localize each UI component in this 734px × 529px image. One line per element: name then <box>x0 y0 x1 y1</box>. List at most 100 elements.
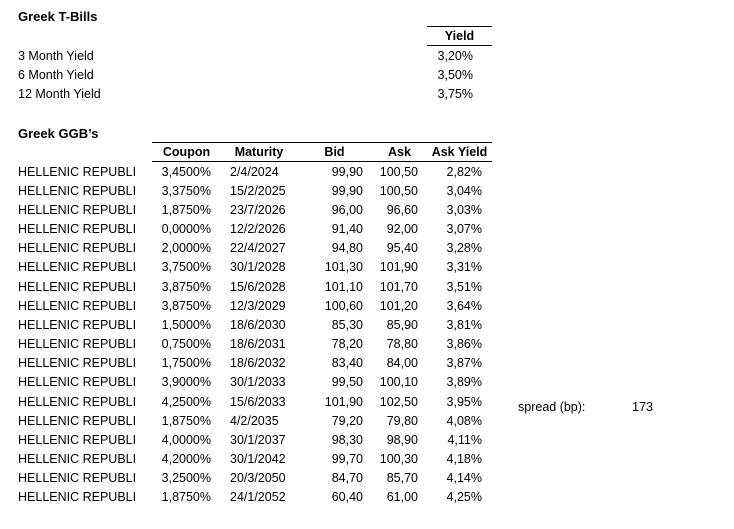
ggb-bid-price: 60,40 <box>331 490 363 505</box>
tbills-yield-column-header: Yield <box>427 26 492 46</box>
tbill-tenor-label: 12 Month Yield <box>18 87 101 102</box>
ggb-ask-yield-value: 4,25% <box>446 490 482 505</box>
tbill-row: 3 Month Yield 3,20% <box>0 47 492 66</box>
ggb-ask-price: 101,20 <box>379 298 418 313</box>
ggb-ask-price: 100,10 <box>379 375 418 390</box>
ggb-ask-price: 101,70 <box>379 279 418 294</box>
ggb-ask-price: 92,00 <box>386 222 418 237</box>
ggb-issuer-name: HELLENIC REPUBLI <box>18 164 137 179</box>
ggb-coupon-value: 4,2500% <box>161 394 211 409</box>
ggb-maturity-date: 12/3/2029 <box>230 298 286 313</box>
ggb-issuer-name: HELLENIC REPUBLI <box>18 356 137 371</box>
ggb-coupon-value: 0,0000% <box>161 222 211 237</box>
ggb-ask-yield-value: 3,89% <box>446 375 482 390</box>
tbill-row: 12 Month Yield 3,75% <box>0 85 492 104</box>
ggb-bid-price: 85,30 <box>331 317 363 332</box>
ggb-coupon-value: 2,0000% <box>161 241 211 256</box>
ggb-issuer-name: HELLENIC REPUBLI <box>18 279 137 294</box>
ggb-issuer-name: HELLENIC REPUBLI <box>18 202 137 217</box>
ggb-coupon-value: 3,3750% <box>161 183 211 198</box>
ggb-coupon-value: 4,2000% <box>161 452 211 466</box>
ggb-ask-price: 85,90 <box>386 317 418 332</box>
tbills-section-title: Greek T-Bills <box>18 9 98 24</box>
ggb-issuer-name: HELLENIC REPUBLI <box>18 394 137 409</box>
ggb-coupon-value: 3,2500% <box>161 471 211 486</box>
tbill-yield-value: 3,75% <box>437 87 473 102</box>
ggb-maturity-date: 18/6/2031 <box>230 337 286 352</box>
ggb-ask-yield-value: 3,28% <box>446 241 482 256</box>
ggb-ask-price: 102,50 <box>379 394 418 409</box>
ggb-ask-yield-value: 3,04% <box>446 183 482 198</box>
ggb-section-title: Greek GGB’s <box>18 126 99 141</box>
ggb-ask-price: 100,50 <box>379 183 418 198</box>
tbill-tenor-label: 6 Month Yield <box>18 68 94 83</box>
tbills-rows: 3 Month Yield 3,20% 6 Month Yield 3,50% … <box>0 47 492 104</box>
ggb-coupon-value: 3,8750% <box>161 279 211 294</box>
ggb-maturity-date: 23/7/2026 <box>230 202 286 217</box>
ggb-maturity-date: 4/2/2035 <box>230 413 279 428</box>
ggb-ask-price: 101,90 <box>379 260 418 275</box>
ggb-ask-yield-value: 3,95% <box>446 394 482 409</box>
ggb-issuer-name: HELLENIC REPUBLI <box>18 260 137 275</box>
ggb-coupon-value: 1,8750% <box>161 202 211 217</box>
ggb-coupon-value: 1,8750% <box>161 490 211 505</box>
ggb-bid-price: 99,90 <box>331 164 363 179</box>
ggb-bid-price: 94,80 <box>331 241 363 256</box>
ggb-maturity-date: 15/6/2033 <box>230 394 286 409</box>
ggb-ask-price: 100,30 <box>379 452 418 466</box>
ggb-ask-yield-value: 3,31% <box>446 260 482 275</box>
spread-annotation: spread (bp): 173 <box>0 397 734 416</box>
ggb-maturity-date: 24/1/2052 <box>230 490 286 505</box>
spread-label: spread (bp): <box>518 399 586 414</box>
ggb-issuer-name: HELLENIC REPUBLI <box>18 471 137 486</box>
ggb-maturity-date: 18/6/2032 <box>230 356 286 371</box>
ggb-coupon-value: 1,8750% <box>161 413 211 428</box>
ggb-ask-price: 61,00 <box>386 490 418 505</box>
ggb-coupon-value: 3,8750% <box>161 298 211 313</box>
ggb-ask-yield-value: 4,14% <box>446 471 482 486</box>
tbill-row: 6 Month Yield 3,50% <box>0 66 492 85</box>
ggb-ask-yield-value: 3,03% <box>446 202 482 217</box>
ggb-ask-price: 84,00 <box>386 356 418 371</box>
ggb-bid-price: 78,20 <box>331 337 363 352</box>
ggb-maturity-date: 20/3/2050 <box>230 471 286 486</box>
ggb-ask-yield-value: 4,18% <box>446 452 482 466</box>
ggb-coupon-value: 3,9000% <box>161 375 211 390</box>
ggb-ask-price: 78,80 <box>386 337 418 352</box>
ggb-issuer-name: HELLENIC REPUBLI <box>18 337 137 352</box>
ggb-ask-yield-value: 3,81% <box>446 317 482 332</box>
ggb-ask-yield-value: 4,08% <box>446 413 482 428</box>
ggb-maturity-date: 15/6/2028 <box>230 279 286 294</box>
ggb-bid-price: 99,50 <box>331 375 363 390</box>
ggb-issuer-name: HELLENIC REPUBLI <box>18 183 137 198</box>
tbill-yield-value: 3,50% <box>437 68 473 83</box>
ggb-issuer-name: HELLENIC REPUBLI <box>18 241 137 256</box>
ggb-header-ask: Ask <box>372 142 427 162</box>
ggb-bid-price: 84,70 <box>331 471 363 486</box>
ggb-issuer-name: HELLENIC REPUBLI <box>18 490 137 505</box>
ggb-maturity-date: 22/4/2027 <box>230 241 286 256</box>
ggb-maturity-date: 30/1/2028 <box>230 260 286 275</box>
ggb-bid-price: 101,90 <box>324 394 363 409</box>
spread-value: 173 <box>632 399 653 414</box>
ggb-maturity-date: 15/2/2025 <box>230 183 286 198</box>
ggb-maturity-date: 18/6/2030 <box>230 317 286 332</box>
ggb-issuer-name: HELLENIC REPUBLI <box>18 298 137 313</box>
ggb-header-bid: Bid <box>297 142 372 162</box>
ggb-ask-price: 100,50 <box>379 164 418 179</box>
ggb-maturity-date: 12/2/2026 <box>230 222 286 237</box>
ggb-coupon-value: 3,7500% <box>161 260 211 275</box>
ggb-ask-price: 85,70 <box>386 471 418 486</box>
ggb-coupon-value: 4,0000% <box>161 432 211 447</box>
ggb-issuer-name: HELLENIC REPUBLI <box>18 317 137 332</box>
ggb-header-name <box>0 142 152 162</box>
ggb-ask-yield-value: 3,87% <box>446 356 482 371</box>
tbill-yield-value: 3,20% <box>437 49 473 64</box>
ggb-ask-yield-value: 3,07% <box>446 222 482 237</box>
ggb-bid-price: 91,40 <box>331 222 363 237</box>
ggb-ask-price: 79,80 <box>386 413 418 428</box>
ggb-ask-yield-value: 3,86% <box>446 337 482 352</box>
ggb-coupon-value: 1,7500% <box>161 356 211 371</box>
ggb-ask-price: 98,90 <box>386 432 418 447</box>
